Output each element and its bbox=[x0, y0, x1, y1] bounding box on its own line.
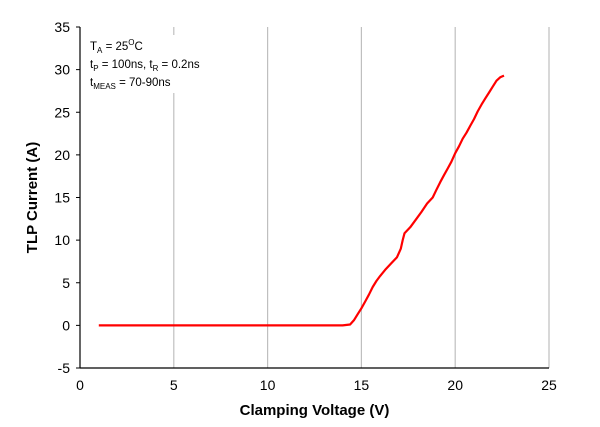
tick-labels: 0 5 10 15 20 25 -5 0 5 10 15 20 25 30 35 bbox=[54, 19, 557, 393]
annotation-background bbox=[84, 35, 210, 93]
y-tick-label: 20 bbox=[54, 147, 70, 163]
x-tick-label: 25 bbox=[541, 377, 557, 393]
x-tick-label: 5 bbox=[170, 377, 178, 393]
annotation-box: TA = 25OC tP = 100ns, tR = 0.2ns tMEAS =… bbox=[84, 35, 210, 93]
y-axis-title: TLP Current (A) bbox=[24, 142, 41, 253]
tlp-curve bbox=[98, 74, 505, 327]
y-tick-label: 0 bbox=[62, 317, 70, 333]
y-tick-label: 30 bbox=[54, 62, 70, 78]
x-tick-label: 20 bbox=[447, 377, 463, 393]
y-tick-label: 15 bbox=[54, 190, 70, 206]
y-tick-label: -5 bbox=[58, 360, 71, 376]
annotation-measure-window: tMEAS = 70-90ns bbox=[90, 77, 171, 91]
x-axis-title: Clamping Voltage (V) bbox=[240, 402, 390, 419]
y-tick-label: 10 bbox=[54, 232, 70, 248]
grid-lines bbox=[173, 27, 550, 368]
x-tick-label: 10 bbox=[260, 377, 276, 393]
series-layer bbox=[98, 74, 505, 327]
annotation-ambient-temp: TA = 25OC bbox=[90, 38, 143, 55]
x-tick-label: 15 bbox=[354, 377, 370, 393]
x-tick-label: 0 bbox=[76, 377, 84, 393]
axes bbox=[76, 26, 549, 369]
y-tick-label: 5 bbox=[62, 275, 70, 291]
y-tick-label: 35 bbox=[54, 19, 70, 35]
y-tick-label: 25 bbox=[54, 104, 70, 120]
annotation-pulse-timing: tP = 100ns, tR = 0.2ns bbox=[90, 59, 200, 73]
